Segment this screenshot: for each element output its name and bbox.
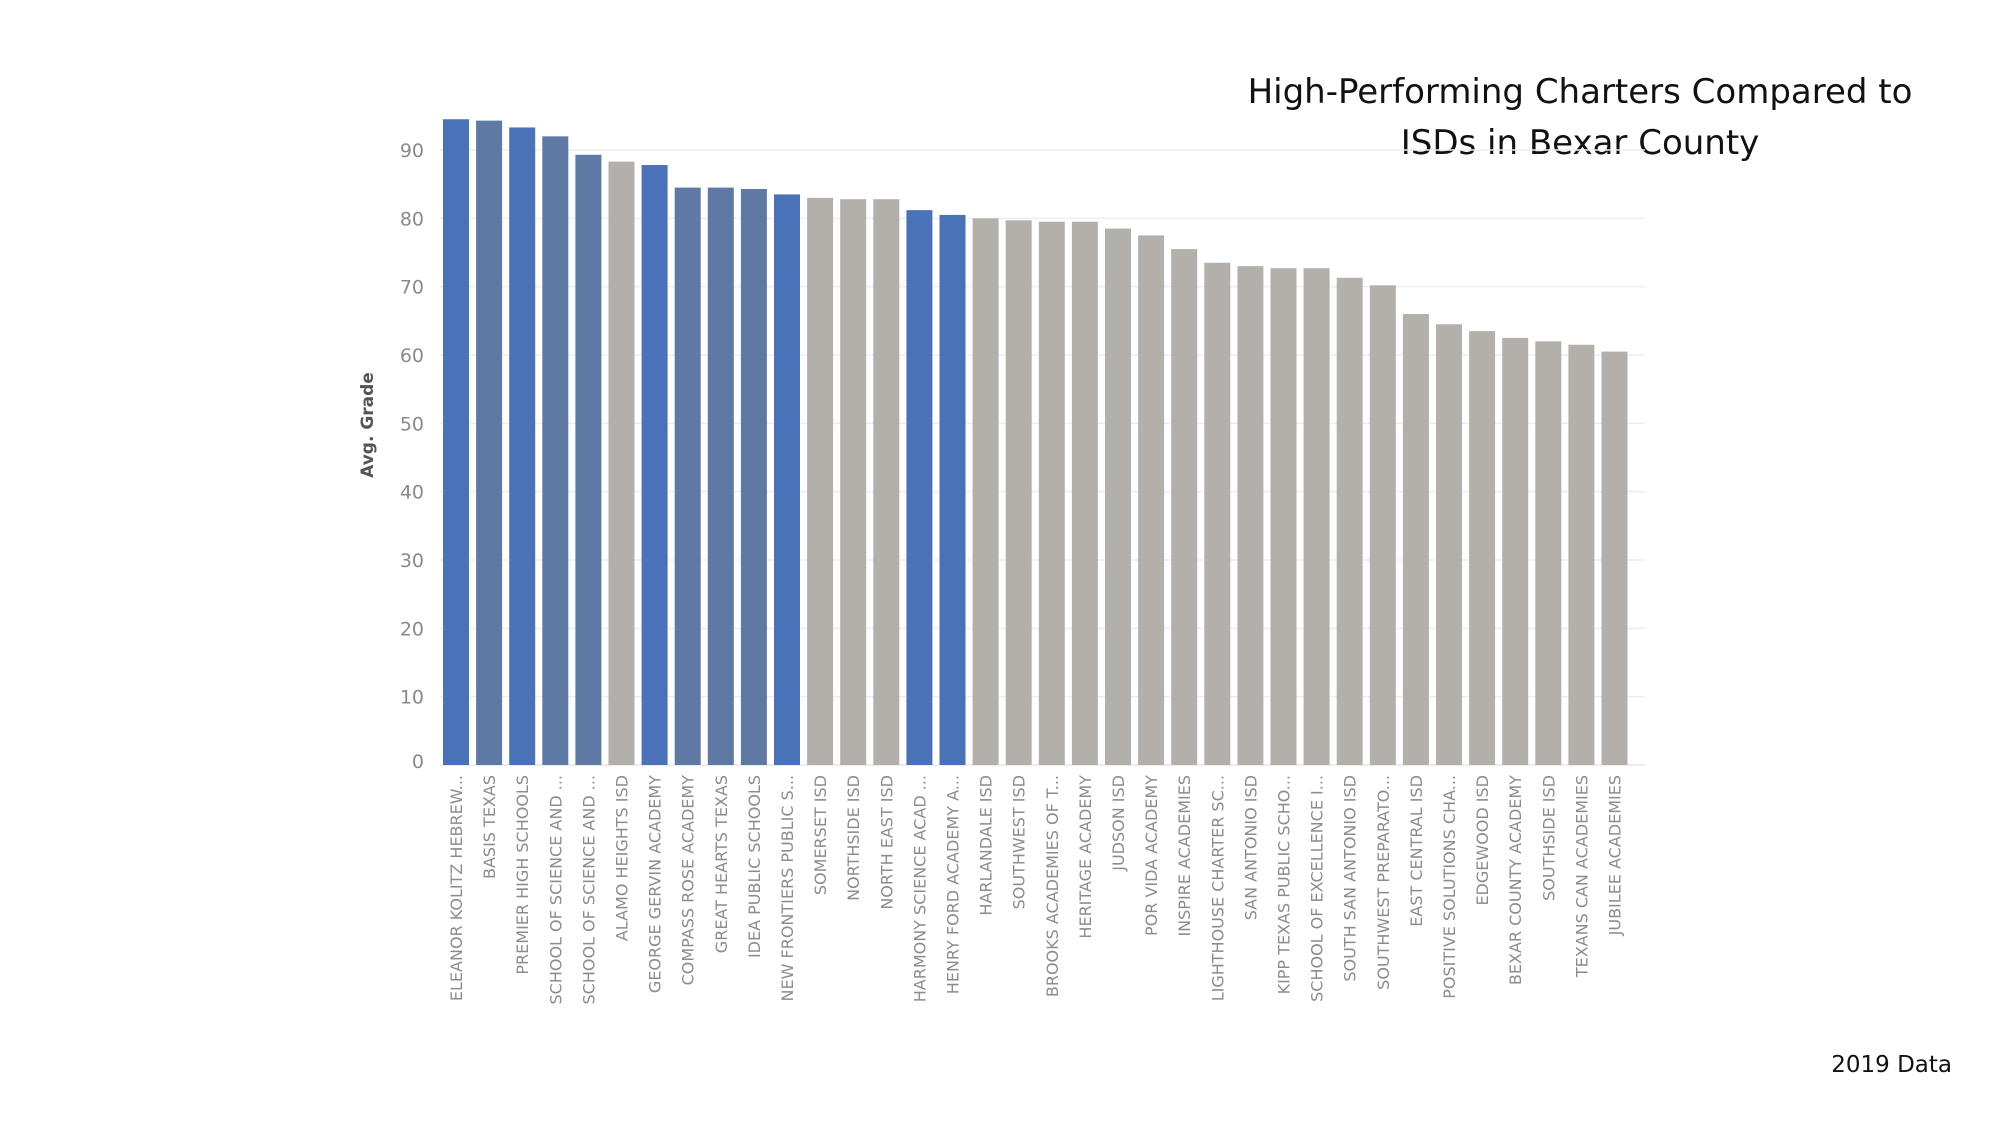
x-tick-label: BEXAR COUNTY ACADEMY: [1506, 775, 1525, 985]
x-tick-label: ELEANOR KOLITZ HEBREW...: [447, 775, 466, 1001]
x-tick-label: IDEA PUBLIC SCHOOLS: [745, 775, 764, 958]
x-tick-label: EAST CENTRAL ISD: [1407, 775, 1426, 927]
y-tick-label: 90: [400, 140, 424, 162]
x-tick-label: EDGEWOOD ISD: [1473, 775, 1492, 906]
bar: [1402, 314, 1429, 765]
x-tick-label: NEW FRONTIERS PUBLIC S...: [778, 775, 797, 1001]
x-tick-label: SAN ANTONIO ISD: [1241, 775, 1260, 920]
x-tick-label: JUDSON ISD: [1109, 775, 1128, 872]
bar: [608, 161, 635, 765]
y-tick-label: 0: [412, 751, 424, 773]
bar: [641, 165, 668, 766]
chart-title: High-Performing Charters Compared to ISD…: [1235, 67, 1925, 169]
bar: [1336, 277, 1363, 765]
bars: [443, 119, 1628, 766]
x-tick-label: SCHOOL OF SCIENCE AND ...: [579, 775, 598, 1005]
bar: [1204, 262, 1231, 765]
x-tick-label: HARMONY SCIENCE ACAD ...: [910, 775, 929, 1002]
bar: [1270, 268, 1297, 765]
x-tick-label: HARLANDALE ISD: [977, 775, 996, 916]
x-tick-label: PREMIER HIGH SCHOOLS: [513, 775, 532, 975]
bar: [1071, 221, 1098, 765]
bar: [1601, 351, 1628, 765]
bar: [939, 214, 966, 765]
y-tick-label: 60: [400, 345, 424, 367]
bar: [972, 218, 999, 766]
bar: [906, 210, 933, 766]
bar: [575, 154, 602, 766]
x-tick-label: LIGHTHOUSE CHARTER SC...: [1208, 775, 1227, 1001]
bar: [1105, 228, 1131, 766]
bar: [1005, 220, 1032, 766]
x-tick-label: SOUTHSIDE ISD: [1539, 775, 1558, 901]
y-tick-label: 20: [400, 618, 424, 640]
bar: [476, 120, 503, 765]
y-axis-title: Avg. Grade: [358, 372, 378, 478]
x-tick-label: GEORGE GERVIN ACADEMY: [646, 775, 665, 993]
x-tick-label: COMPASS ROSE ACADEMY: [679, 775, 698, 986]
x-tick-label: NORTHSIDE ISD: [844, 775, 863, 901]
bar: [542, 136, 569, 766]
x-tick-label: POSITIVE SOLUTIONS CHA...: [1440, 775, 1459, 999]
x-tick-label: BROOKS ACADEMIES OF T...: [1043, 775, 1062, 997]
y-tick-label: 80: [400, 208, 424, 230]
y-tick-label: 40: [400, 482, 424, 504]
x-tick-label: INSPIRE ACADEMIES: [1175, 775, 1194, 937]
bar: [1535, 341, 1562, 765]
x-tick-label: HERITAGE ACADEMY: [1076, 775, 1095, 939]
x-tick-label: TEXANS CAN ACADEMIES: [1572, 775, 1591, 978]
x-tick-label: HENRY FORD ACADEMY A...: [944, 775, 963, 994]
bar: [1502, 337, 1529, 765]
bar: [1469, 331, 1496, 765]
bar: [1568, 344, 1595, 765]
x-tick-label: SOUTHWEST ISD: [1010, 775, 1029, 909]
x-tick-label: ALAMO HEIGHTS ISD: [613, 775, 632, 941]
x-tick-label: BASIS TEXAS: [480, 775, 499, 879]
x-tick-label: NORTH EAST ISD: [877, 775, 896, 910]
data-year-note: 2019 Data: [1831, 1052, 1952, 1078]
bar: [1436, 324, 1462, 765]
bar: [674, 187, 701, 766]
bar: [807, 197, 834, 766]
x-tick-label: SCHOOL OF EXCELLENCE I...: [1308, 775, 1327, 1002]
bar: [873, 199, 900, 765]
x-tick-label: SOUTHWEST PREPARATO...: [1374, 775, 1393, 990]
bar: [1303, 268, 1330, 765]
x-axis-labels: ELEANOR KOLITZ HEBREW... BASIS TEXAS PREMI…: [447, 775, 1625, 1005]
chart-title-line-1: High-Performing Charters Compared to: [1247, 72, 1913, 112]
x-tick-label: SOUTH SAN ANTONIO ISD: [1341, 775, 1360, 982]
bar: [1138, 235, 1165, 765]
bar: [1237, 266, 1264, 765]
y-tick-label: 70: [400, 277, 424, 299]
bar: [840, 199, 867, 765]
x-tick-label: SOMERSET ISD: [811, 775, 830, 895]
y-tick-label: 50: [400, 413, 424, 435]
bar: [1171, 249, 1198, 766]
bar: [1038, 221, 1065, 765]
bar: [1369, 285, 1396, 765]
bar: [774, 194, 800, 765]
chart-title-line-2: ISDs in Bexar County: [1400, 123, 1760, 163]
y-axis-ticks: 0 10 20 30 40 50 60 70 80 90: [400, 140, 424, 773]
bar: [509, 127, 536, 765]
bar: [443, 119, 469, 765]
x-tick-label: JUBILEE ACADEMIES: [1606, 775, 1625, 936]
y-tick-label: 10: [400, 687, 424, 709]
x-tick-label: POR VIDA ACADEMY: [1142, 775, 1161, 936]
y-tick-label: 30: [400, 550, 424, 572]
bar: [707, 187, 734, 766]
x-tick-label: GREAT HEARTS TEXAS: [712, 775, 731, 953]
bar: [740, 188, 767, 765]
x-tick-label: KIPP TEXAS PUBLIC SCHO...: [1275, 775, 1294, 994]
x-tick-label: SCHOOL OF SCIENCE AND ...: [546, 775, 565, 1005]
